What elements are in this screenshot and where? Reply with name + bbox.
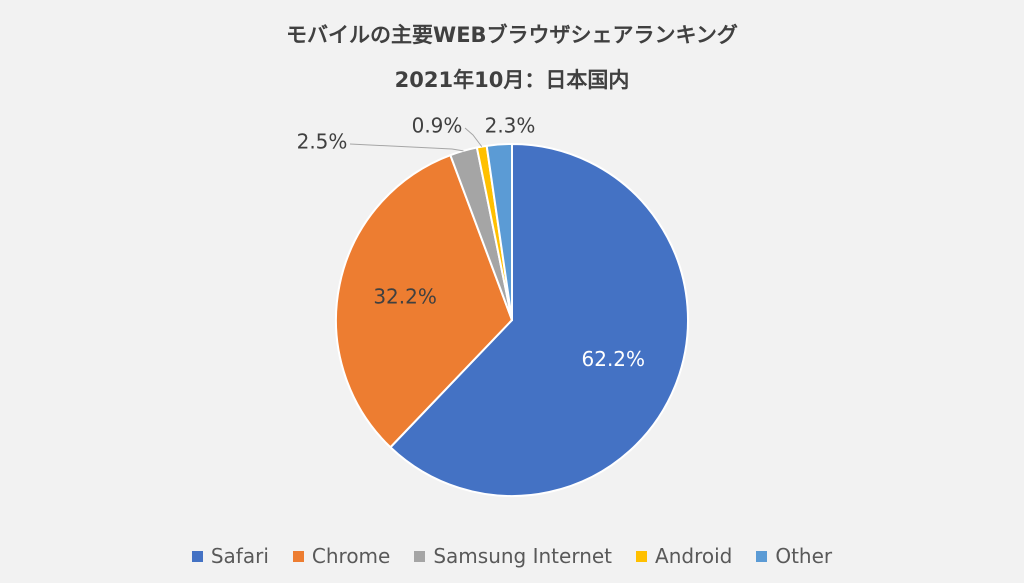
chart-subtitle: 2021年10月：日本国内 — [394, 68, 630, 92]
chart-title: モバイルの主要WEBブラウザシェアランキング — [286, 23, 738, 47]
legend-item-safari: Safari — [191, 544, 269, 568]
legend-swatch-samsung-internet — [414, 550, 426, 562]
data-label-chrome: 32.2% — [373, 285, 437, 309]
legend-swatch-other — [756, 550, 768, 562]
data-label-safari: 62.2% — [582, 347, 646, 371]
data-label-other: 2.3% — [485, 114, 536, 138]
legend-swatch-android — [636, 550, 648, 562]
legend-label-safari: Safari — [210, 544, 269, 568]
legend-item-other: Other — [756, 544, 832, 568]
leader-line-samsung-internet — [349, 143, 464, 152]
legend-swatch-chrome — [292, 550, 304, 562]
legend-label-other: Other — [775, 544, 833, 568]
legend-item-android: Android — [636, 544, 732, 568]
pie-slice-other — [485, 143, 513, 321]
data-label-samsung-internet: 2.5% — [297, 130, 348, 154]
chart-legend: Safari Chrome Samsung Internet Android Other — [0, 544, 1024, 568]
legend-label-samsung-internet: Samsung Internet — [433, 544, 613, 568]
legend-label-android: Android — [655, 544, 733, 568]
legend-item-chrome: Chrome — [292, 544, 391, 568]
legend-swatch-safari — [191, 550, 203, 562]
data-label-android: 0.9% — [412, 114, 463, 138]
pie-slice-chrome — [335, 154, 513, 449]
legend-label-chrome: Chrome — [311, 544, 391, 568]
legend-item-samsung-internet: Samsung Internet — [414, 544, 612, 568]
pie-slice-safari — [389, 143, 689, 497]
leader-line-android — [464, 127, 483, 147]
